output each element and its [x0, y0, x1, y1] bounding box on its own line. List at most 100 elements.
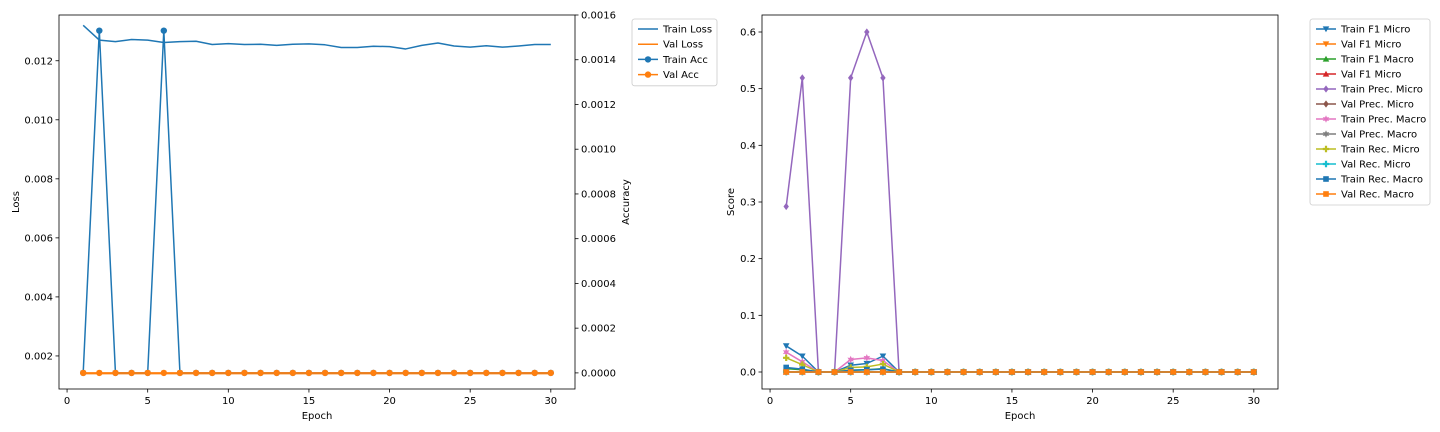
- loss-accuracy-x-tick-label: 5: [145, 396, 151, 407]
- legend-entry-val-prec-micro: Val Prec. Micro: [1316, 100, 1414, 111]
- legend-marker-train-prec-micro: [1323, 85, 1329, 93]
- loss-y-tick-label: 0.006: [24, 233, 53, 244]
- legend-entry-train-acc: Train Acc: [638, 55, 708, 66]
- score-y-axis-label: Score: [726, 188, 737, 216]
- data-point-val-rec-macro: [1089, 369, 1096, 375]
- legend-label-val-f1-micro: Val F1 Micro: [1341, 70, 1401, 81]
- legend-entry-train-f1-macro: Train F1 Macro: [1316, 55, 1414, 66]
- accuracy-y-tick-label: 0.0004: [581, 279, 616, 290]
- legend-label-train-f1-macro: Train F1 Macro: [1340, 55, 1414, 66]
- score-x-tick-label: 15: [1006, 396, 1019, 407]
- legend-label-train-rec-micro: Train Rec. Micro: [1340, 145, 1420, 156]
- data-point-val-rec-macro: [783, 369, 789, 375]
- loss-accuracy-x-ticks: 0 5 10 15 20 25 30: [64, 389, 557, 407]
- legend-entry-val-rec-micro: Val Rec. Micro: [1316, 160, 1411, 171]
- accuracy-y-tick-label: 0.0000: [581, 368, 616, 379]
- data-point-val-acc: [305, 369, 313, 377]
- legend-label-val-prec-macro: Val Prec. Macro: [1341, 130, 1417, 141]
- data-point-train-prec-micro: [880, 74, 886, 82]
- data-point-val-acc: [176, 369, 184, 377]
- legend-entry-val-loss: Val Loss: [638, 40, 703, 51]
- data-point-val-rec-macro: [847, 369, 854, 375]
- data-point-val-rec-macro: [1057, 369, 1064, 375]
- loss-accuracy-x-tick-label: 30: [544, 396, 557, 407]
- loss-y-axis-label: Loss: [11, 191, 22, 213]
- score-x-tick-label: 30: [1247, 396, 1260, 407]
- legend-entry-val-rec-macro: Val Rec. Macro: [1316, 190, 1414, 201]
- data-point-val-rec-macro: [1234, 369, 1241, 375]
- loss-accuracy-x-tick-label: 10: [222, 396, 235, 407]
- data-point-val-acc: [531, 369, 538, 377]
- score-y-ticks: 0.0 0.1 0.2 0.3 0.4 0.5 0.6: [740, 28, 762, 379]
- accuracy-y-tick-label: 0.0002: [581, 324, 616, 335]
- data-point-train-prec-micro: [864, 28, 870, 36]
- accuracy-y-tick-label: 0.0016: [581, 11, 616, 22]
- data-point-val-rec-macro: [944, 369, 951, 375]
- data-point-val-acc: [354, 369, 361, 377]
- data-point-val-acc: [273, 369, 280, 377]
- loss-y-tick-label: 0.008: [24, 174, 53, 185]
- data-point-val-rec-macro: [1154, 369, 1160, 375]
- legend-label-val-rec-macro: Val Rec. Macro: [1341, 190, 1414, 201]
- data-point-train-rec-micro: [799, 361, 806, 368]
- data-point-val-rec-macro: [1025, 369, 1031, 375]
- accuracy-y-tick-label: 0.0014: [581, 55, 616, 66]
- score-x-tick-label: 0: [767, 396, 773, 407]
- legend-label-val-rec-micro: Val Rec. Micro: [1341, 160, 1411, 171]
- data-point-val-rec-macro: [1009, 369, 1015, 375]
- data-point-train-prec-micro: [783, 202, 789, 211]
- data-point-val-acc: [96, 369, 103, 377]
- accuracy-y-axis-label: Accuracy: [621, 179, 632, 225]
- loss-accuracy-legend: Train Loss Val Loss Train Acc Val Acc: [631, 18, 718, 87]
- data-point-val-acc: [128, 369, 135, 377]
- data-point-val-acc: [337, 369, 345, 377]
- data-point-train-rec-micro: [863, 363, 871, 371]
- loss-y-tick-label: 0.004: [24, 292, 53, 303]
- series-val-rec-macro: [783, 369, 1257, 375]
- data-point-val-acc: [112, 369, 119, 377]
- data-point-val-rec-macro: [912, 369, 918, 375]
- data-point-val-acc: [321, 369, 329, 377]
- data-point-val-rec-macro: [1138, 369, 1144, 375]
- score-y-tick-label: 0.2: [740, 254, 756, 265]
- legend-label-val-acc: Val Acc: [663, 70, 699, 81]
- data-point-val-acc: [160, 369, 168, 377]
- data-point-train-rec-macro: [799, 366, 806, 372]
- data-point-val-acc: [466, 369, 474, 377]
- score-y-tick-label: 0.6: [740, 28, 756, 39]
- data-point-val-rec-macro: [1122, 369, 1128, 375]
- loss-accuracy-chart: 0 5 10 15 20 25 30 0.0020.0040.0060.0080.0100.…: [11, 11, 718, 422]
- loss-y-tick-label: 0.002: [24, 351, 53, 362]
- data-point-val-acc: [192, 369, 200, 377]
- data-point-train-rec-macro: [880, 366, 886, 372]
- accuracy-y-tick-label: 0.0006: [581, 234, 616, 245]
- legend-marker-train-prec-macro: [1322, 115, 1330, 123]
- legend-marker-train-rec-micro: [1322, 145, 1330, 153]
- legend-marker-val-prec-macro: [1322, 130, 1330, 138]
- loss-accuracy-marks: [79, 24, 555, 377]
- data-point-val-acc: [370, 369, 377, 377]
- data-point-val-acc: [547, 369, 555, 377]
- data-point-val-acc: [208, 369, 216, 377]
- loss-accuracy-x-tick-label: 15: [303, 396, 316, 407]
- data-point-train-acc: [96, 27, 103, 34]
- data-point-val-rec-macro: [880, 369, 886, 375]
- data-point-val-acc: [450, 369, 458, 377]
- data-point-train-acc: [160, 27, 168, 34]
- data-point-train-rec-micro: [847, 364, 854, 371]
- legend-marker-val-acc: [644, 71, 652, 78]
- data-point-val-acc: [144, 369, 151, 377]
- score-y-tick-label: 0.1: [740, 311, 756, 322]
- data-point-train-prec-micro: [847, 74, 854, 82]
- data-point-train-f1-micro: [782, 343, 790, 350]
- legend-label-train-loss: Train Loss: [662, 25, 712, 36]
- legend-entry-val-f1-micro: Val F1 Micro: [1316, 40, 1401, 51]
- score-x-tick-label: 20: [1086, 396, 1099, 407]
- legend-marker-train-f1-macro: [1322, 55, 1330, 62]
- legend-label-train-prec-macro: Train Prec. Macro: [1340, 115, 1426, 126]
- legend-label-train-f1-micro: Train F1 Micro: [1340, 25, 1410, 36]
- legend-label-val-f1-micro: Val F1 Micro: [1341, 40, 1401, 51]
- series-line-train-loss: [82, 24, 551, 50]
- loss-accuracy-x-tick-label: 25: [464, 396, 477, 407]
- data-point-val-acc: [418, 369, 426, 377]
